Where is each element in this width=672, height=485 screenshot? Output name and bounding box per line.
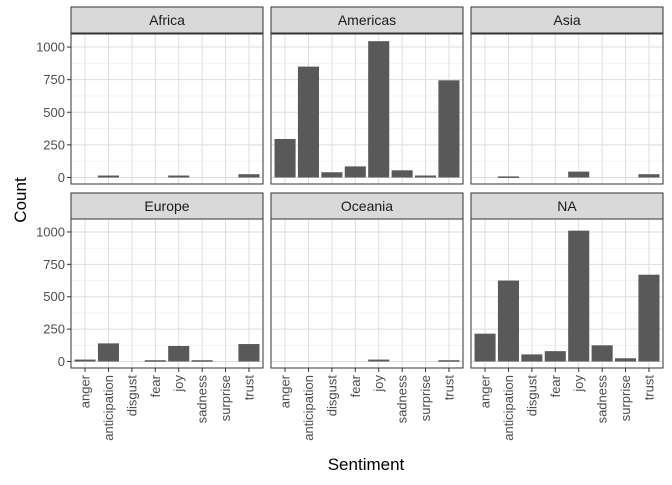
x-axes-group: anger anticipation disgust fear joy sadness su… (78, 368, 656, 441)
facet-strip-label: NA (557, 198, 577, 214)
panel-background (471, 34, 663, 184)
facet-strip (270, 6, 464, 34)
panel-border (70, 218, 264, 369)
y-tick-label: 750 (43, 257, 65, 272)
x-tick-label: disgust (524, 375, 539, 417)
x-tick-label: joy (371, 375, 386, 393)
panel-border (470, 33, 664, 185)
y-axes-group: 0 250 500 750 1000 0 250 500 750 1000 (36, 40, 71, 369)
y-tick-label: 1000 (36, 224, 65, 239)
bar-asia-trust (638, 174, 660, 178)
x-tick-label: joy (171, 375, 186, 393)
facet-strip-label: Africa (149, 12, 185, 28)
bar-europe-trust (238, 344, 260, 362)
bar-americas-fear (344, 166, 366, 178)
bar-asia-anticipation (497, 176, 519, 178)
bar-europe-joy (168, 345, 190, 362)
facet-strip (470, 6, 664, 34)
x-axis-label: Sentiment (328, 455, 405, 474)
x-tick-label: disgust (324, 375, 339, 417)
y-tick-label: 0 (58, 354, 65, 369)
x-tick-label: fear (148, 374, 163, 397)
facet-panel-na: NA (470, 192, 664, 369)
x-tick-label: anger (78, 374, 93, 408)
facet-panel-europe: Europe (70, 192, 264, 369)
x-tick-label: sadness (395, 375, 410, 424)
bar-europe-anticipation (97, 343, 119, 362)
x-tick-label: anticipation (301, 375, 316, 441)
facet-strip (270, 192, 464, 220)
facet-panel-americas: Americas (270, 6, 464, 185)
panel-background (71, 34, 263, 184)
facet-panel-oceania: Oceania (270, 192, 464, 369)
bar-americas-anger (274, 139, 296, 178)
bar-americas-joy (368, 41, 390, 178)
facet-panel-asia: Asia (470, 6, 664, 185)
y-tick-label: 1000 (36, 40, 65, 55)
facet-strip-label: Asia (553, 12, 580, 28)
panel-border (270, 218, 464, 369)
panels-group: Africa Americas Asia Europe Oceania NA (70, 6, 664, 369)
x-tick-label: anger (478, 374, 493, 408)
panel-border (70, 33, 264, 185)
x-tick-label: trust (641, 375, 656, 401)
x-tick-label: trust (241, 375, 256, 401)
x-tick-label: anticipation (101, 375, 116, 441)
bar-europe-anger (74, 359, 96, 362)
bar-africa-trust (238, 174, 260, 178)
bar-europe-sadness (191, 360, 213, 362)
x-tick-label: surprise (418, 375, 433, 421)
bar-na-joy (568, 230, 590, 362)
bar-oceania-trust (438, 360, 460, 362)
bar-americas-sadness (391, 170, 413, 178)
bar-asia-joy (568, 171, 590, 178)
bar-na-anger (474, 333, 496, 362)
panel-border (270, 33, 464, 185)
y-tick-label: 500 (43, 105, 65, 120)
panel-border (470, 218, 664, 369)
bar-africa-anticipation (97, 175, 119, 178)
x-tick-label: surprise (218, 375, 233, 421)
bar-na-disgust (521, 354, 543, 362)
bar-na-anticipation (497, 280, 519, 362)
y-tick-label: 750 (43, 72, 65, 87)
x-tick-label: fear (548, 374, 563, 397)
x-tick-label: disgust (124, 375, 139, 417)
facet-strip-label: Europe (144, 198, 189, 214)
y-tick-label: 500 (43, 289, 65, 304)
facet-panel-africa: Africa (70, 6, 264, 185)
bar-americas-anticipation (297, 66, 319, 178)
bar-africa-joy (168, 175, 190, 178)
y-axis-label: Count (11, 177, 30, 223)
x-tick-label: joy (571, 375, 586, 393)
bar-na-sadness (591, 345, 613, 362)
bar-na-surprise (615, 358, 637, 362)
x-tick-label: sadness (595, 375, 610, 424)
facet-strip-label: Oceania (341, 198, 393, 214)
x-tick-label: trust (441, 375, 456, 401)
bar-americas-trust (438, 80, 460, 178)
bar-americas-disgust (321, 172, 343, 178)
bar-europe-fear (144, 360, 166, 362)
panel-background (71, 219, 263, 368)
facet-strip-label: Americas (338, 12, 396, 28)
y-tick-label: 250 (43, 137, 65, 152)
y-tick-label: 250 (43, 322, 65, 337)
x-tick-label: sadness (195, 375, 210, 424)
bar-na-fear (544, 351, 566, 362)
x-tick-label: fear (348, 374, 363, 397)
x-tick-label: surprise (618, 375, 633, 421)
y-tick-label: 0 (58, 170, 65, 185)
facet-strip (70, 192, 264, 220)
x-tick-label: anticipation (501, 375, 516, 441)
panel-background (271, 219, 463, 368)
bar-oceania-joy (368, 359, 390, 362)
bar-na-trust (638, 274, 660, 362)
bar-americas-surprise (415, 175, 437, 178)
facet-strip (70, 6, 264, 34)
x-tick-label: anger (278, 374, 293, 408)
